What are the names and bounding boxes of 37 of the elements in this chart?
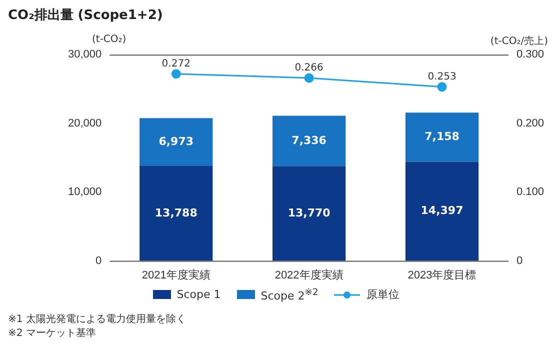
legend-label: Scope 2$^{※2}$	[260, 287, 318, 303]
point	[304, 73, 314, 83]
bar	[272, 166, 346, 261]
data-label: 0.253	[428, 72, 456, 82]
data-label: 14,397	[420, 204, 464, 218]
legend-label: 原単位	[366, 287, 400, 302]
x-tick-label: 2021年度実績	[142, 268, 210, 282]
y-tick-label: 10,000	[68, 186, 102, 198]
text: ※1 太陽光発電による電力使用量を除く	[8, 313, 186, 327]
text: ※2 マーケット基準	[8, 327, 97, 341]
y-tick-label: 30,000	[68, 48, 102, 61]
data-label: 13,770	[288, 206, 331, 220]
x-tick-label: 2022年度実績	[274, 268, 344, 282]
data-label: 13,788	[154, 206, 198, 220]
data-label: 0.272	[162, 58, 190, 70]
point	[171, 69, 181, 79]
data-label: 0.266	[294, 62, 324, 74]
chart-title: CO₂排出量 (Scope1+2)	[8, 7, 163, 24]
y2-tick-label: 0	[516, 254, 523, 267]
point	[437, 82, 447, 92]
legend-label: Scope 1	[176, 288, 221, 302]
bar	[140, 118, 213, 166]
bar	[272, 116, 346, 166]
data-label: 6,973	[158, 134, 194, 148]
bar	[140, 166, 213, 261]
y-axis-title: (t-CO₂)	[92, 34, 126, 45]
y-tick-label: 0	[96, 254, 102, 267]
y-tick-label: 20,000	[68, 117, 102, 130]
y2-tick-label: 0.300	[516, 48, 544, 61]
data-label: 7,158	[424, 130, 460, 144]
bar	[405, 112, 479, 162]
y2-tick-label: 0.200	[516, 117, 544, 130]
y2-tick-label: 0.100	[516, 186, 544, 198]
data-label: 7,336	[292, 134, 327, 147]
bar	[405, 162, 479, 261]
x-tick-label: 2023年度目標	[408, 268, 476, 282]
y2-axis-title: (t-CO₂/売上)	[490, 34, 548, 48]
